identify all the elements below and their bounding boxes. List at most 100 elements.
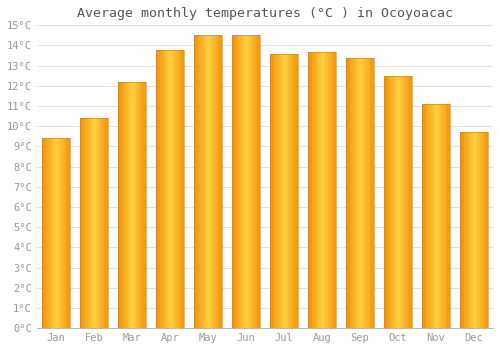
- Bar: [98, 118, 100, 328]
- Bar: [360, 58, 362, 328]
- Bar: [422, 104, 423, 328]
- Bar: [367, 58, 368, 328]
- Bar: [158, 49, 160, 328]
- Bar: [249, 35, 250, 328]
- Bar: [212, 35, 214, 328]
- Bar: [394, 76, 395, 328]
- Bar: [309, 51, 310, 328]
- Bar: [118, 82, 146, 328]
- Bar: [464, 132, 466, 328]
- Bar: [401, 76, 402, 328]
- Bar: [440, 104, 442, 328]
- Bar: [325, 51, 326, 328]
- Bar: [233, 35, 234, 328]
- Bar: [101, 118, 102, 328]
- Bar: [119, 82, 120, 328]
- Bar: [462, 132, 464, 328]
- Bar: [434, 104, 436, 328]
- Bar: [194, 35, 222, 328]
- Bar: [168, 49, 170, 328]
- Bar: [105, 118, 106, 328]
- Bar: [160, 49, 162, 328]
- Bar: [156, 49, 157, 328]
- Bar: [176, 49, 177, 328]
- Bar: [42, 138, 43, 328]
- Bar: [96, 118, 98, 328]
- Bar: [254, 35, 256, 328]
- Bar: [277, 54, 278, 328]
- Bar: [63, 138, 64, 328]
- Bar: [354, 58, 356, 328]
- Bar: [270, 54, 271, 328]
- Bar: [439, 104, 440, 328]
- Bar: [195, 35, 196, 328]
- Bar: [94, 118, 96, 328]
- Bar: [352, 58, 353, 328]
- Bar: [138, 82, 139, 328]
- Bar: [467, 132, 468, 328]
- Bar: [68, 138, 70, 328]
- Bar: [194, 35, 195, 328]
- Bar: [253, 35, 254, 328]
- Bar: [373, 58, 374, 328]
- Bar: [278, 54, 280, 328]
- Bar: [286, 54, 287, 328]
- Bar: [92, 118, 94, 328]
- Bar: [386, 76, 388, 328]
- Bar: [471, 132, 472, 328]
- Bar: [472, 132, 474, 328]
- Bar: [50, 138, 51, 328]
- Bar: [308, 51, 336, 328]
- Bar: [396, 76, 398, 328]
- Bar: [205, 35, 206, 328]
- Bar: [350, 58, 352, 328]
- Bar: [438, 104, 439, 328]
- Bar: [250, 35, 252, 328]
- Bar: [347, 58, 348, 328]
- Bar: [139, 82, 140, 328]
- Bar: [335, 51, 336, 328]
- Bar: [80, 118, 81, 328]
- Bar: [136, 82, 138, 328]
- Bar: [368, 58, 370, 328]
- Bar: [156, 49, 184, 328]
- Bar: [353, 58, 354, 328]
- Bar: [310, 51, 312, 328]
- Bar: [82, 118, 84, 328]
- Bar: [312, 51, 314, 328]
- Bar: [164, 49, 166, 328]
- Bar: [297, 54, 298, 328]
- Bar: [487, 132, 488, 328]
- Bar: [142, 82, 144, 328]
- Bar: [43, 138, 44, 328]
- Bar: [46, 138, 48, 328]
- Bar: [460, 132, 488, 328]
- Bar: [91, 118, 92, 328]
- Bar: [259, 35, 260, 328]
- Bar: [248, 35, 249, 328]
- Bar: [166, 49, 167, 328]
- Bar: [422, 104, 450, 328]
- Bar: [470, 132, 471, 328]
- Bar: [291, 54, 292, 328]
- Bar: [404, 76, 405, 328]
- Bar: [466, 132, 467, 328]
- Bar: [449, 104, 450, 328]
- Bar: [274, 54, 276, 328]
- Bar: [54, 138, 56, 328]
- Bar: [329, 51, 330, 328]
- Bar: [118, 82, 119, 328]
- Bar: [106, 118, 108, 328]
- Bar: [52, 138, 53, 328]
- Bar: [272, 54, 274, 328]
- Bar: [177, 49, 178, 328]
- Bar: [424, 104, 426, 328]
- Bar: [446, 104, 448, 328]
- Bar: [57, 138, 58, 328]
- Bar: [132, 82, 134, 328]
- Bar: [356, 58, 357, 328]
- Title: Average monthly temperatures (°C ) in Ocoyoacac: Average monthly temperatures (°C ) in Oc…: [77, 7, 453, 20]
- Bar: [198, 35, 200, 328]
- Bar: [201, 35, 202, 328]
- Bar: [362, 58, 363, 328]
